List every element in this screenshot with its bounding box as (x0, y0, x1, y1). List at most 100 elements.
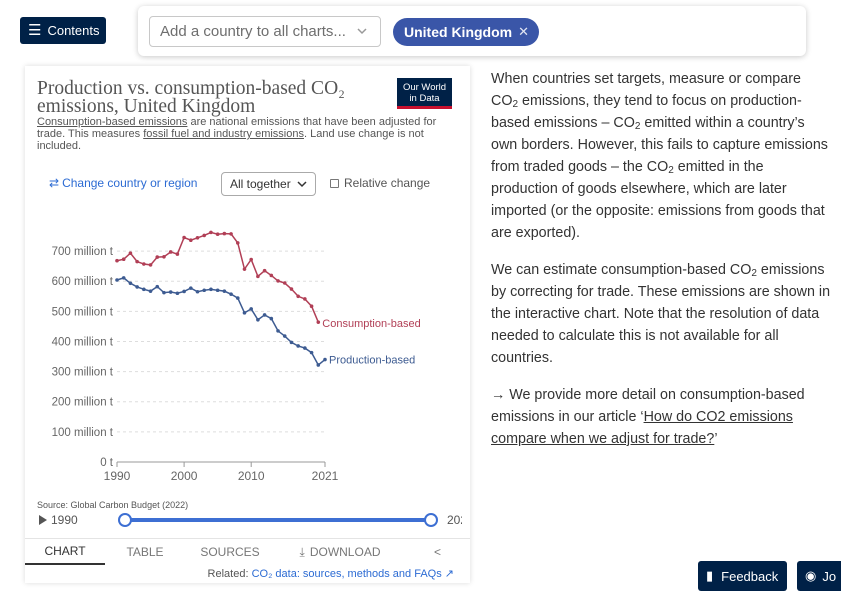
change-country-button[interactable]: ⇄ Change country or region (49, 176, 197, 190)
data-point (189, 286, 193, 290)
data-point (235, 241, 240, 245)
data-point (296, 344, 300, 348)
data-point (175, 252, 180, 256)
menu-icon: ☰ (28, 22, 42, 39)
data-point (135, 285, 139, 289)
selected-country-chip[interactable]: United Kingdom ✕ (393, 18, 539, 46)
data-point (256, 317, 260, 322)
p1-part-b: emissions, they tend to focus on product… (491, 93, 802, 131)
data-point (215, 232, 220, 236)
data-point (121, 276, 126, 280)
y-tick-label: 100 million t (52, 427, 114, 439)
data-point (162, 254, 166, 259)
contents-label: Contents (47, 23, 100, 38)
data-point (276, 329, 280, 333)
chart-card: Production vs. consumption-based CO₂ emi… (25, 66, 470, 583)
data-point (209, 230, 213, 235)
article-link[interactable]: How do CO2 emissions compare when we adj… (491, 409, 793, 447)
data-point (115, 278, 119, 282)
data-point (128, 251, 133, 255)
data-point (135, 259, 139, 264)
contents-button[interactable]: ☰ Contents (20, 17, 106, 44)
p2-part-a: We can estimate consumption-based CO (491, 262, 752, 278)
swap-icon: ⇄ (49, 176, 60, 190)
y-tick-label: 0 t (100, 457, 114, 469)
line-chart[interactable]: 0 t 100 million t 200 million t 300 million… (25, 226, 470, 496)
data-point (121, 257, 126, 262)
data-point (282, 334, 287, 338)
data-point (309, 350, 314, 355)
related-prefix: Related: (207, 568, 252, 580)
data-point (229, 292, 233, 296)
data-point (162, 290, 166, 295)
relative-change-checkbox[interactable]: Relative change (330, 176, 430, 190)
data-point (269, 273, 274, 278)
data-point (269, 316, 274, 321)
data-point (142, 287, 146, 292)
y-tick-label: 400 million t (52, 336, 114, 348)
data-point (128, 281, 133, 286)
timeline-slider[interactable]: 1990 2021 (37, 508, 462, 532)
data-point (222, 231, 227, 236)
remove-country-icon[interactable]: ✕ (518, 24, 530, 39)
timeline-range-bar (125, 518, 431, 522)
checkbox-icon (330, 178, 339, 188)
owid-logo[interactable]: Our World in Data (397, 78, 452, 109)
tab-chart[interactable]: CHART (25, 539, 105, 565)
data-point (168, 290, 173, 294)
data-point (296, 294, 300, 299)
data-point (142, 262, 146, 266)
subtitle-text-1: are national emissions that have been ad… (37, 116, 437, 140)
data-point (189, 238, 193, 243)
join-button[interactable]: ◉ Jo (797, 561, 841, 591)
consumption-emissions-link[interactable]: Consumption-based emissions (37, 116, 188, 128)
x-tick-label: 2010 (238, 469, 265, 483)
p1-part-d: emitted in the production of goods elsew… (491, 159, 825, 241)
data-point (309, 304, 314, 309)
logo-line-2: in Data (409, 93, 440, 104)
data-point (249, 257, 253, 262)
country-select[interactable]: Add a country to all charts... (149, 16, 381, 47)
related-link-row: Related: CO₂ data: sources, methods and … (208, 567, 454, 580)
series-line-consumption-based (116, 231, 319, 323)
data-point (282, 281, 287, 285)
x-tick-label: 1990 (104, 469, 131, 483)
tab-sources[interactable]: SOURCES (200, 545, 260, 559)
fossil-emissions-link[interactable]: fossil fuel and industry emissions (143, 128, 304, 140)
tab-table[interactable]: TABLE (126, 545, 164, 559)
tab-download[interactable]: ⤓ DOWNLOAD (275, 539, 405, 565)
data-point (303, 297, 307, 301)
data-point (202, 233, 207, 238)
share-icon[interactable]: < (433, 545, 441, 559)
article-paragraph-3: → We provide more detail on consumption-… (491, 384, 831, 450)
download-icon: ⤓ (299, 544, 305, 559)
change-country-label: Change country or region (62, 176, 198, 190)
x-tick-label: 2021 (312, 469, 339, 483)
x-tick-label: 2000 (171, 469, 198, 483)
timeline-end-handle[interactable] (424, 513, 438, 527)
data-point (242, 267, 247, 271)
data-point (195, 236, 200, 240)
mode-select-label: All together (230, 177, 291, 191)
data-point (148, 263, 153, 267)
article-paragraph-1: When countries set targets, measure or c… (491, 68, 831, 244)
data-point (316, 363, 321, 367)
p1-part-c: emitted within a country’s own borders. … (491, 115, 828, 175)
data-point (182, 289, 186, 294)
subtitle-text-2: . Land use change is not included. (37, 128, 424, 152)
timeline-start-handle[interactable] (118, 513, 132, 527)
play-icon[interactable] (39, 515, 47, 525)
data-point (242, 311, 247, 315)
mode-select[interactable]: All together (221, 172, 316, 196)
y-tick-label: 200 million t (52, 397, 114, 409)
p3-part-a: → We provide more detail on consumption-… (491, 387, 805, 425)
chevron-down-icon (297, 181, 307, 188)
timeline-end-label: 2021 (447, 513, 462, 527)
chart-title: Production vs. consumption-based CO₂ emi… (37, 78, 345, 117)
feedback-button[interactable]: ▮ Feedback (698, 561, 787, 591)
related-link[interactable]: CO₂ data: sources, methods and FAQs (251, 568, 442, 580)
data-point (148, 289, 153, 293)
subscript-2: 2 (634, 121, 641, 132)
p1-part-a: When countries set targets, measure or c… (491, 71, 801, 109)
article-text: When countries set targets, measure or c… (491, 68, 831, 465)
